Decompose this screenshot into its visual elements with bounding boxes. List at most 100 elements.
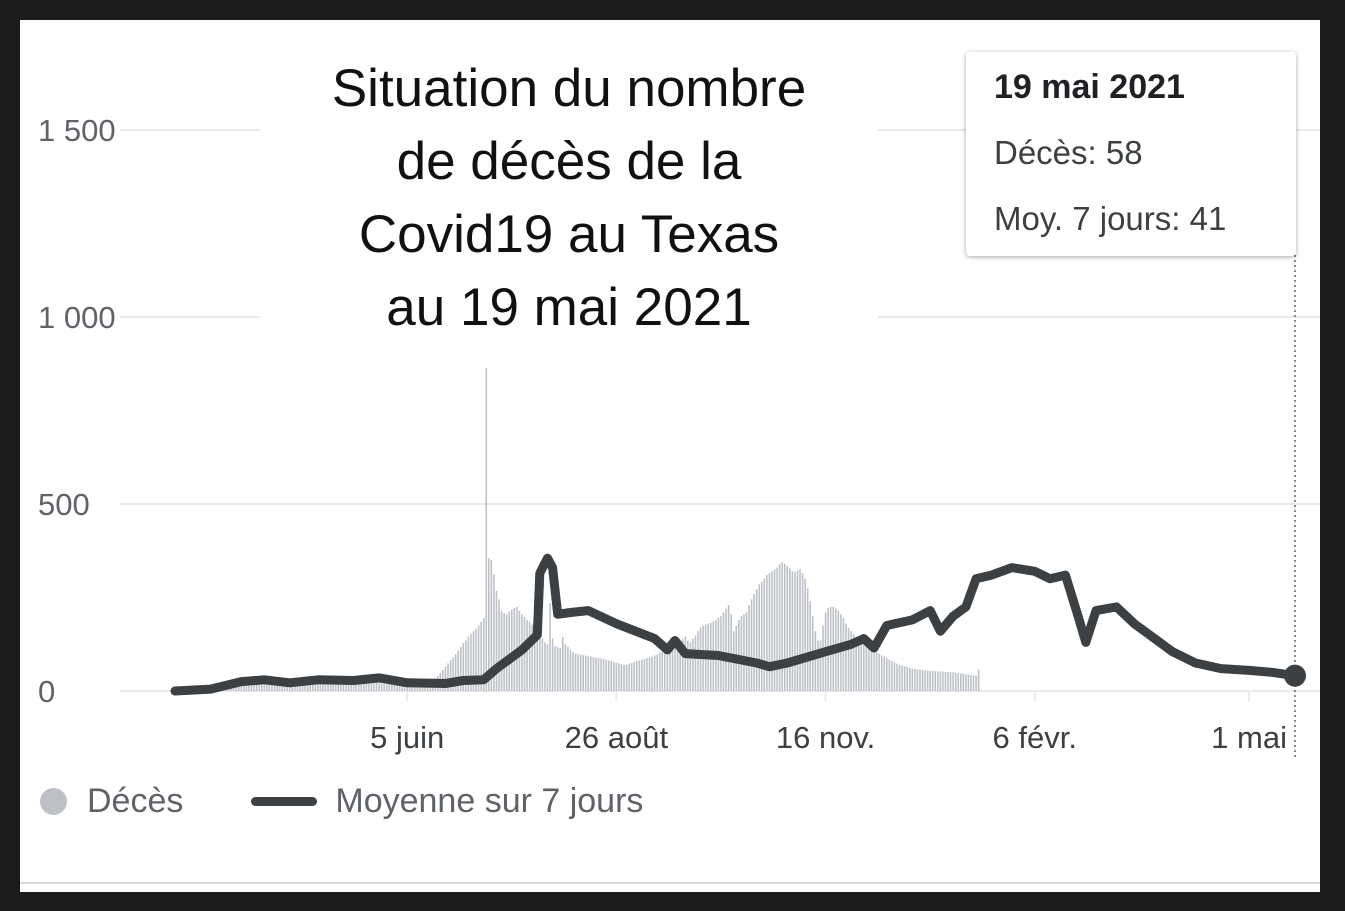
deaths-bar bbox=[350, 680, 352, 691]
deaths-bar bbox=[967, 674, 970, 691]
deaths-bar bbox=[773, 569, 776, 691]
deaths-bar bbox=[697, 631, 699, 691]
y-tick-label: 1 000 bbox=[38, 300, 116, 335]
deaths-bar bbox=[480, 621, 482, 691]
deaths-bar bbox=[796, 570, 799, 691]
deaths-bar bbox=[975, 675, 977, 691]
deaths-bar bbox=[656, 654, 658, 691]
deaths-bar bbox=[528, 621, 531, 691]
deaths-bar bbox=[322, 680, 324, 691]
deaths-bar bbox=[694, 635, 697, 691]
deaths-bar bbox=[352, 681, 355, 691]
y-tick-label: 0 bbox=[38, 674, 55, 709]
deaths-bar bbox=[921, 670, 924, 691]
deaths-bar bbox=[914, 668, 916, 691]
deaths-bar bbox=[526, 619, 528, 691]
deaths-bar bbox=[959, 673, 962, 691]
deaths-bar bbox=[454, 654, 457, 691]
deaths-bar bbox=[768, 573, 771, 691]
deaths-bar bbox=[365, 683, 368, 691]
deaths-bar bbox=[493, 574, 495, 691]
deaths-bar bbox=[523, 616, 526, 691]
deaths-bar bbox=[687, 640, 689, 691]
deaths-bar bbox=[253, 681, 255, 691]
deaths-bar bbox=[393, 683, 396, 691]
tooltip-deaths: Décès: 58 bbox=[994, 134, 1143, 171]
deaths-bar bbox=[541, 638, 544, 691]
deaths-bar bbox=[794, 572, 796, 691]
deaths-bar bbox=[860, 640, 863, 691]
hover-tooltip: 19 mai 2021 Décès: 58 Moy. 7 jours: 41 bbox=[966, 52, 1296, 256]
deaths-bar bbox=[465, 640, 467, 691]
deaths-bar bbox=[970, 674, 972, 691]
deaths-bar bbox=[814, 631, 817, 691]
deaths-bar bbox=[743, 614, 745, 691]
deaths-bar bbox=[235, 685, 238, 691]
deaths-bar bbox=[776, 567, 778, 691]
deaths-bar bbox=[447, 663, 449, 691]
deaths-bar bbox=[613, 661, 615, 691]
deaths-bar bbox=[513, 607, 516, 691]
deaths-bar bbox=[314, 680, 317, 691]
deaths-bar bbox=[648, 657, 651, 691]
deaths-bar bbox=[590, 656, 592, 691]
deaths-bar bbox=[607, 660, 610, 691]
chart-card: 0 500 1 000 1 500 5 juin 26 août 16 nov. 6 fév… bbox=[20, 20, 1320, 892]
legend-dot-icon bbox=[40, 788, 67, 815]
deaths-bar bbox=[467, 636, 470, 691]
deaths-bar bbox=[891, 661, 893, 691]
deaths-bar bbox=[840, 614, 842, 691]
deaths-bar bbox=[319, 679, 322, 691]
deaths-bar bbox=[870, 647, 873, 691]
deaths-bar bbox=[628, 663, 630, 691]
deaths-bar bbox=[602, 658, 605, 691]
deaths-bar bbox=[778, 563, 781, 691]
deaths-bar bbox=[730, 614, 732, 691]
deaths-bar bbox=[595, 657, 597, 691]
x-axis-ticks: 5 juin 26 août 16 nov. 6 févr. 1 mai bbox=[370, 691, 1287, 755]
deaths-bar bbox=[572, 652, 574, 691]
x-tick-label: 6 févr. bbox=[993, 720, 1077, 755]
deaths-bar bbox=[268, 680, 271, 691]
deaths-bar bbox=[791, 571, 794, 691]
deaths-bar bbox=[345, 679, 347, 691]
deaths-bar bbox=[385, 683, 388, 691]
deaths-bar bbox=[237, 684, 240, 691]
deaths-bar bbox=[574, 653, 577, 691]
deaths-bar bbox=[753, 593, 755, 691]
deaths-bar bbox=[630, 662, 633, 691]
deaths-bar bbox=[232, 686, 235, 691]
deaths-bar bbox=[472, 631, 475, 691]
deaths-bar bbox=[245, 682, 248, 691]
deaths-bar bbox=[908, 667, 911, 691]
deaths-bar bbox=[676, 642, 679, 691]
deaths-bar bbox=[248, 681, 250, 691]
deaths-bar bbox=[919, 669, 921, 691]
deaths-bar bbox=[916, 669, 919, 691]
deaths-bar bbox=[699, 627, 702, 691]
deaths-bar bbox=[485, 365, 488, 691]
deaths-bar bbox=[847, 628, 850, 691]
deaths-bar bbox=[355, 681, 357, 691]
deaths-bar bbox=[475, 628, 477, 691]
deaths-bar bbox=[567, 646, 569, 691]
deaths-bar bbox=[477, 625, 480, 691]
deaths-bar bbox=[896, 663, 898, 691]
deaths-bar bbox=[755, 589, 758, 691]
deaths-bars bbox=[202, 365, 980, 691]
deaths-bar bbox=[822, 625, 824, 691]
deaths-bar bbox=[942, 671, 944, 691]
deaths-bar bbox=[863, 642, 865, 691]
deaths-bar bbox=[771, 571, 773, 691]
deaths-bar bbox=[653, 655, 656, 691]
deaths-bar bbox=[903, 666, 906, 691]
deaths-bar bbox=[857, 638, 860, 691]
deaths-bar bbox=[972, 675, 975, 691]
deaths-bar bbox=[373, 682, 375, 691]
deaths-bar bbox=[383, 683, 385, 691]
deaths-bar bbox=[380, 683, 383, 691]
hover-point[interactable] bbox=[1284, 664, 1306, 687]
deaths-bar bbox=[332, 681, 334, 691]
deaths-bar bbox=[375, 682, 378, 691]
deaths-bar bbox=[620, 664, 623, 691]
